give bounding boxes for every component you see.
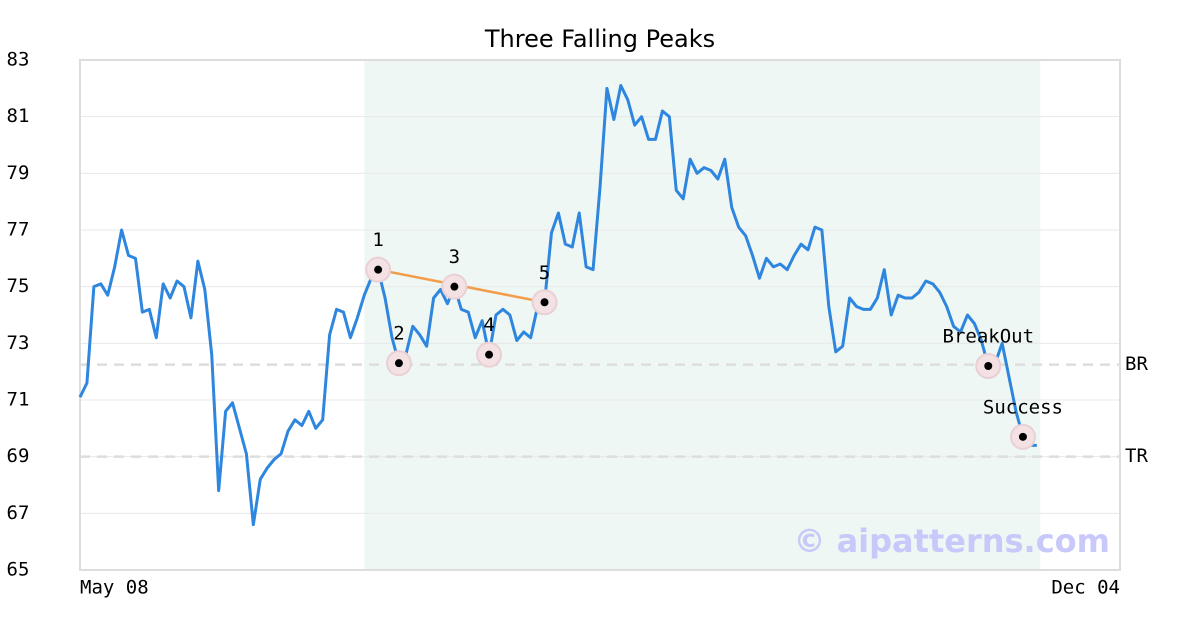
x-tick-label: May 08 [80, 577, 149, 599]
y-tick-label: 65 [7, 559, 30, 581]
reference-label: TR [1125, 445, 1148, 467]
annotation-dot [984, 362, 993, 370]
annotation-label: 3 [449, 246, 460, 268]
annotation-dot [485, 350, 494, 359]
annotation-label: 2 [393, 323, 404, 345]
highlight-region [364, 60, 1041, 570]
annotation-dot [1018, 432, 1027, 441]
annotation-label: Success [983, 396, 1063, 418]
y-tick-label: 71 [7, 389, 30, 411]
annotation-label: 5 [539, 262, 550, 284]
y-tick-label: 81 [7, 105, 30, 127]
annotation-dot [540, 298, 549, 307]
y-tick-label: 79 [7, 162, 30, 184]
annotation-label: BreakOut [943, 326, 1035, 348]
y-tick-label: 67 [7, 502, 30, 524]
price-line [78, 84, 1037, 527]
annotation-label: 4 [483, 314, 494, 336]
reference-label: BR [1125, 353, 1148, 375]
x-tick-label: Dec 04 [1051, 577, 1120, 599]
y-tick-label: 73 [7, 332, 30, 354]
y-tick-label: 75 [7, 275, 30, 297]
watermark: © aipatterns.com [793, 522, 1110, 560]
y-tick-label: 83 [7, 49, 30, 71]
plot-frame [79, 59, 1121, 571]
y-tick-label: 69 [7, 445, 30, 467]
annotation-dot [374, 265, 383, 274]
chart-title: Three Falling Peaks [484, 25, 715, 53]
y-tick-label: 77 [7, 219, 30, 241]
annotation-dot [394, 359, 403, 368]
annotation-label: 1 [372, 229, 383, 251]
annotation-dot [450, 282, 459, 291]
